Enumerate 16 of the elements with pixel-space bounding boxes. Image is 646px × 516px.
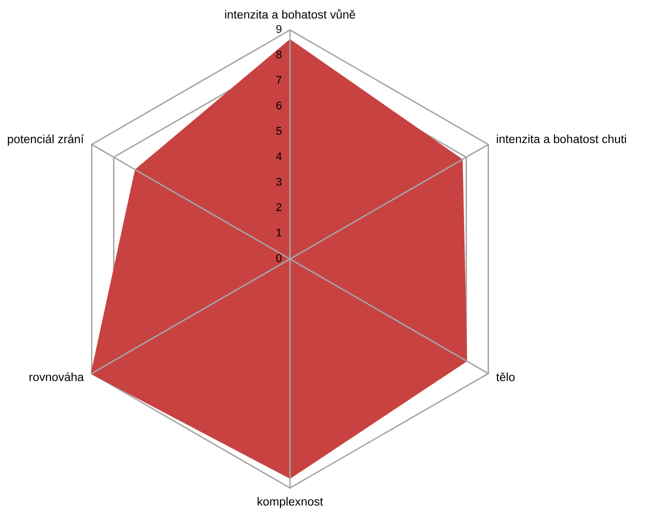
y-tick-label: 6 [276, 101, 282, 110]
spoke-label: intenzita a bohatost chuti [496, 134, 626, 144]
y-tick-label: 7 [276, 76, 282, 84]
y-tick-label: 1 [276, 228, 282, 236]
y-tick-label: 3 [276, 178, 282, 186]
spoke-label: potenciál zrání [8, 134, 84, 146]
spoke-label: intenzita a bohatost vůně [225, 9, 356, 19]
spoke-label: rovnováha [30, 372, 84, 382]
spoke-label: komplexnost [258, 497, 324, 508]
y-tick-label: 4 [276, 152, 282, 160]
y-tick-label: 9 [276, 25, 282, 33]
y-tick-label: 0 [276, 254, 282, 262]
y-tick-label: 8 [276, 50, 282, 58]
y-tick-label: 2 [276, 203, 282, 211]
y-tick-label: 5 [276, 127, 282, 135]
spoke-label: tělo [496, 372, 515, 382]
